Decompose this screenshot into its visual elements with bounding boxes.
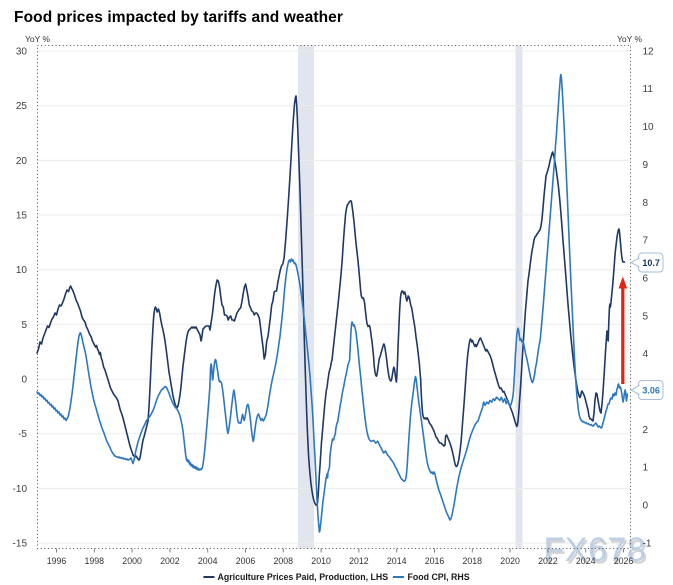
- svg-text:FX678: FX678: [544, 531, 647, 569]
- svg-text:7: 7: [643, 236, 649, 247]
- svg-text:0: 0: [643, 501, 649, 512]
- svg-text:2026: 2026: [614, 556, 634, 566]
- svg-text:-15: -15: [13, 539, 28, 550]
- svg-text:2006: 2006: [236, 556, 256, 566]
- svg-text:10: 10: [643, 122, 655, 133]
- svg-text:5: 5: [21, 320, 27, 331]
- svg-text:3.06: 3.06: [642, 386, 660, 396]
- svg-text:4: 4: [643, 349, 649, 360]
- svg-text:2004: 2004: [198, 556, 218, 566]
- svg-text:Agriculture Prices Paid, Produ: Agriculture Prices Paid, Production, LHS: [218, 572, 389, 582]
- svg-text:6: 6: [643, 274, 649, 285]
- svg-text:2014: 2014: [387, 556, 407, 566]
- svg-text:2022: 2022: [538, 556, 558, 566]
- svg-text:20: 20: [16, 156, 28, 167]
- svg-text:2020: 2020: [500, 556, 520, 566]
- svg-text:YoY %: YoY %: [617, 34, 642, 44]
- svg-text:10: 10: [16, 265, 28, 276]
- svg-text:11: 11: [643, 84, 654, 95]
- svg-text:2010: 2010: [311, 556, 331, 566]
- svg-text:1996: 1996: [47, 556, 67, 566]
- svg-text:-5: -5: [18, 429, 27, 440]
- svg-text:1998: 1998: [85, 556, 105, 566]
- svg-text:9: 9: [643, 160, 649, 171]
- svg-text:2000: 2000: [122, 556, 142, 566]
- svg-text:2018: 2018: [463, 556, 483, 566]
- svg-text:1: 1: [643, 463, 649, 474]
- svg-text:8: 8: [643, 198, 649, 209]
- svg-text:10.7: 10.7: [642, 258, 660, 268]
- svg-text:2: 2: [643, 425, 649, 436]
- svg-text:0: 0: [21, 375, 27, 386]
- svg-text:12: 12: [643, 46, 655, 57]
- svg-text:-1: -1: [643, 538, 652, 549]
- svg-text:2024: 2024: [576, 556, 596, 566]
- svg-text:2002: 2002: [160, 556, 180, 566]
- svg-text:5: 5: [643, 311, 649, 322]
- svg-text:YoY %: YoY %: [25, 34, 50, 44]
- svg-text:30: 30: [16, 46, 28, 57]
- svg-text:2016: 2016: [425, 556, 445, 566]
- svg-text:25: 25: [16, 101, 28, 112]
- svg-text:2012: 2012: [349, 556, 369, 566]
- svg-text:15: 15: [16, 210, 28, 221]
- svg-text:2008: 2008: [274, 556, 294, 566]
- svg-text:-10: -10: [13, 484, 28, 495]
- svg-text:Food CPI, RHS: Food CPI, RHS: [408, 572, 470, 582]
